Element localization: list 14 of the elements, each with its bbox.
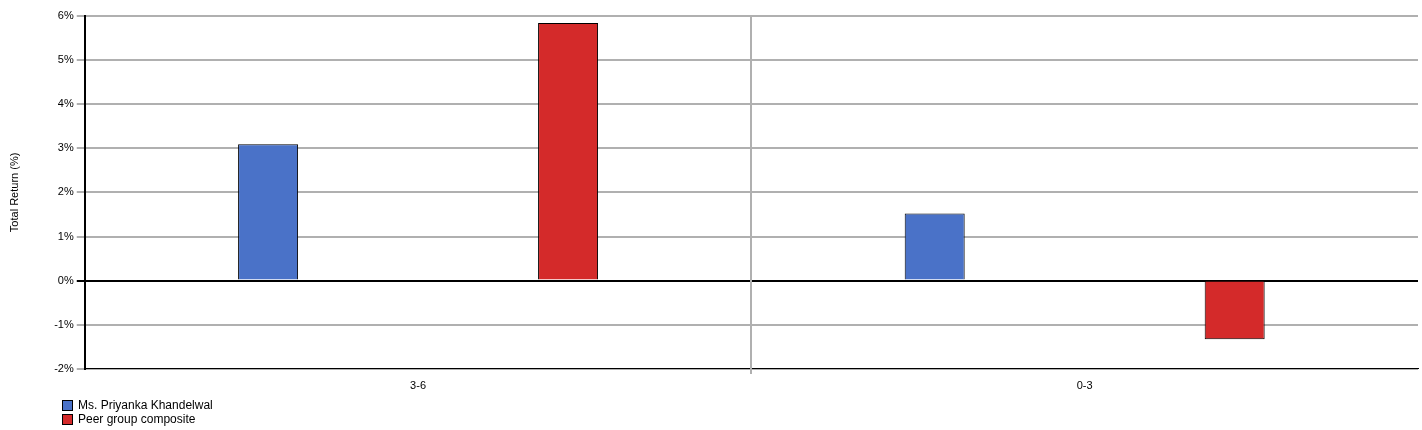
y-tick-label: 5%: [57, 53, 74, 66]
x-tick-label: 0-3: [1076, 379, 1093, 392]
y-tick-label: 0%: [57, 273, 74, 286]
y-tick-label: -2%: [54, 361, 74, 374]
y-tick-label: 3%: [57, 141, 74, 154]
legend-label: Peer group composite: [78, 412, 196, 426]
y-tick-label: 2%: [57, 185, 74, 198]
y-axis-title: Total Return (%): [7, 152, 20, 233]
y-tick-label: 4%: [57, 97, 74, 110]
y-tick-label: 6%: [57, 9, 74, 22]
x-tick-label: 3-6: [410, 379, 427, 392]
y-tick-label: -1%: [54, 317, 74, 330]
legend-label: Ms. Priyanka Khandelwal: [78, 398, 213, 412]
y-tick-label: 1%: [57, 229, 74, 242]
